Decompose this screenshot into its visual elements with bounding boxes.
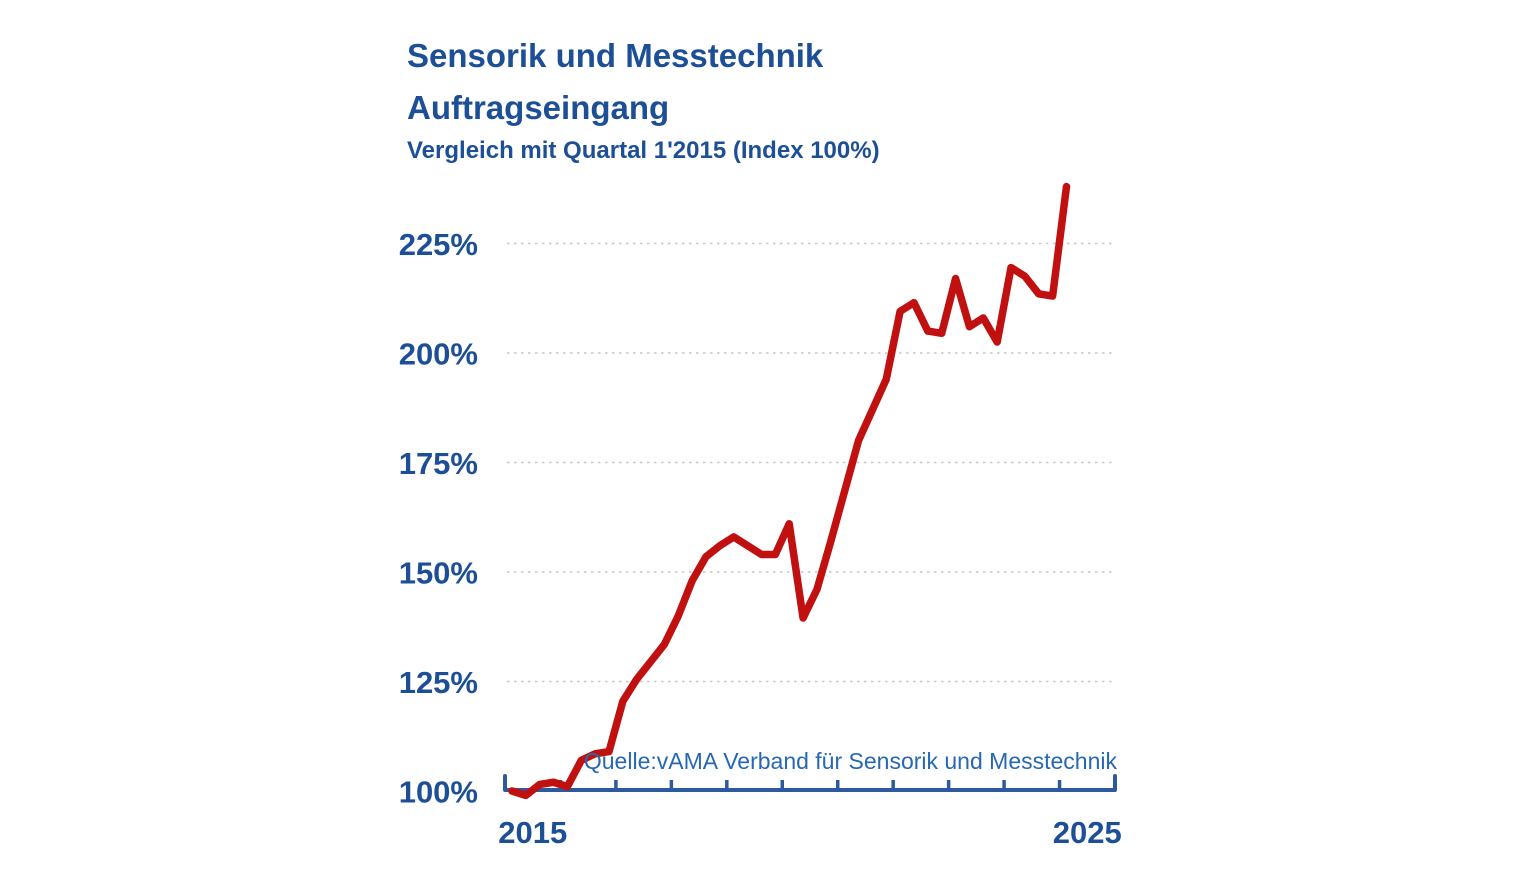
x-axis-label: 2025 <box>1053 815 1122 850</box>
y-axis-label: 225% <box>399 227 478 262</box>
series-line <box>508 182 1071 800</box>
x-axis-label: 2015 <box>498 815 567 850</box>
y-axis-label: 200% <box>399 337 478 372</box>
source-note: Quelle:vAMA Verband für Sensorik und Mes… <box>583 748 1117 774</box>
y-axis-label: 150% <box>399 556 478 591</box>
chart-title-block: Sensorik und Messtechnik Auftragseingang… <box>407 30 880 168</box>
chart-title-line1: Sensorik und Messtechnik <box>407 37 824 74</box>
chart-title-line2: Auftragseingang <box>407 89 670 126</box>
x-axis <box>503 774 1117 792</box>
y-axis-label: 175% <box>399 446 478 481</box>
y-axis-label: 125% <box>399 665 478 700</box>
chart-subtitle: Vergleich mit Quartal 1'2015 (Index 100%… <box>407 137 880 164</box>
y-axis-label: 100% <box>399 775 478 810</box>
